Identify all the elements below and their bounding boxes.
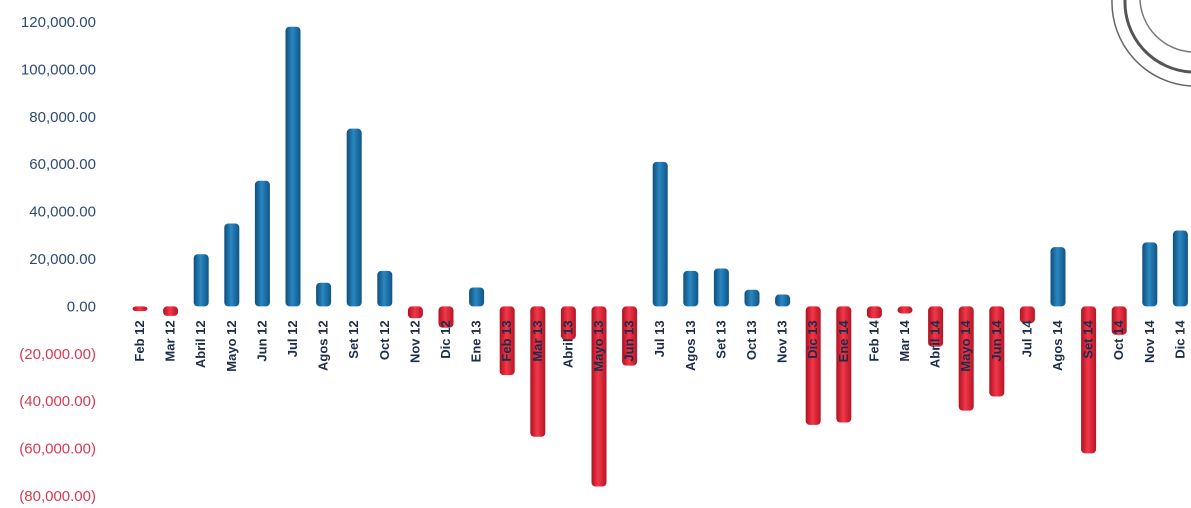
x-tick-label: Feb 14 bbox=[866, 320, 881, 362]
bar-mayo-13 bbox=[591, 306, 607, 487]
bar-mar-13 bbox=[530, 306, 546, 437]
x-tick-label: Ene 14 bbox=[836, 320, 851, 363]
bar-oct-14 bbox=[1111, 306, 1127, 335]
bar-agos-12 bbox=[316, 282, 332, 307]
x-tick-label: Mar 13 bbox=[530, 320, 545, 361]
bar-nov-12 bbox=[407, 306, 423, 319]
bar-feb-12 bbox=[132, 306, 148, 312]
x-tick-label: Mayo 14 bbox=[958, 320, 973, 372]
y-tick-label: 20,000.00 bbox=[29, 251, 96, 268]
x-tick-label: Agos 12 bbox=[316, 320, 331, 371]
x-tick-label: Abril 12 bbox=[193, 320, 208, 368]
x-tick-label: Agos 14 bbox=[1050, 320, 1065, 371]
bar-mar-14 bbox=[897, 306, 913, 314]
x-tick-label: Set 14 bbox=[1081, 320, 1096, 359]
y-tick-label: (40,000.00) bbox=[19, 393, 96, 410]
y-axis: 120,000.00 100,000.00 80,000.00 60,000.00 40… bbox=[19, 14, 96, 505]
x-tick-label: Dic 12 bbox=[438, 320, 453, 358]
x-tick-label: Feb 12 bbox=[132, 320, 147, 361]
bar-jul-14 bbox=[1019, 306, 1035, 323]
x-tick-label: Abril 13 bbox=[560, 320, 575, 368]
x-tick-label: Dic 14 bbox=[1172, 320, 1187, 359]
x-tick-label: Jun 13 bbox=[622, 320, 637, 361]
y-tick-label: 60,000.00 bbox=[29, 156, 96, 173]
x-axis: Feb 12 Mar 12 Abril 12 Mayo 12 Jun 12 Jul 12 A… bbox=[132, 320, 1187, 372]
x-tick-label: Mar 12 bbox=[163, 320, 178, 361]
bar-oct-13 bbox=[744, 289, 760, 307]
x-tick-label: Nov 12 bbox=[407, 320, 422, 363]
bar-abril-14 bbox=[928, 306, 944, 347]
y-tick-label: 0.00 bbox=[67, 298, 96, 315]
bar-jul-13 bbox=[652, 161, 668, 307]
bar-nov-13 bbox=[775, 294, 791, 307]
x-tick-label: Mar 14 bbox=[897, 320, 912, 362]
bar-dic-13 bbox=[805, 306, 821, 425]
x-tick-label: Dic 13 bbox=[805, 320, 820, 358]
x-tick-label: Feb 13 bbox=[499, 320, 514, 361]
bar-mayo-14 bbox=[958, 306, 974, 411]
x-tick-label: Mayo 12 bbox=[224, 320, 239, 371]
x-tick-label: Agos 13 bbox=[683, 320, 698, 371]
bar-set-14 bbox=[1081, 306, 1097, 454]
bar-abril-13 bbox=[560, 306, 576, 340]
x-tick-label: Set 13 bbox=[713, 320, 728, 358]
bar-agos-14 bbox=[1050, 247, 1066, 307]
bars-group bbox=[132, 26, 1188, 487]
bar-abril-12 bbox=[193, 254, 209, 307]
y-tick-label: (80,000.00) bbox=[19, 488, 96, 505]
y-tick-label: 120,000.00 bbox=[21, 14, 96, 31]
x-tick-label: Set 12 bbox=[346, 320, 361, 358]
y-tick-label: 100,000.00 bbox=[21, 61, 96, 78]
x-tick-label: Mayo 13 bbox=[591, 320, 606, 371]
bar-set-13 bbox=[713, 268, 729, 307]
stamp bbox=[1111, 0, 1191, 87]
bar-feb-13 bbox=[499, 306, 515, 376]
x-tick-label: Jul 13 bbox=[652, 320, 667, 357]
y-tick-label: (60,000.00) bbox=[19, 441, 96, 458]
bar-mar-12 bbox=[163, 306, 179, 316]
y-tick-label: 40,000.00 bbox=[29, 204, 96, 221]
y-tick-label: 80,000.00 bbox=[29, 109, 96, 126]
x-tick-label: Oct 12 bbox=[377, 320, 392, 360]
bar-jul-12 bbox=[285, 26, 301, 307]
x-tick-label: Oct 14 bbox=[1111, 320, 1126, 361]
x-tick-label: Nov 14 bbox=[1142, 320, 1157, 363]
y-tick-label: (20,000.00) bbox=[19, 346, 96, 363]
bar-ene-13 bbox=[469, 287, 485, 307]
bar-mayo-12 bbox=[224, 223, 240, 307]
bar-agos-13 bbox=[683, 270, 699, 307]
bar-dic-12 bbox=[438, 306, 454, 328]
bar-jun-12 bbox=[254, 180, 270, 307]
bar-nov-14 bbox=[1142, 242, 1158, 307]
bar-feb-14 bbox=[866, 306, 882, 319]
bar-ene-14 bbox=[836, 306, 852, 423]
bar-jun-14 bbox=[989, 306, 1005, 397]
x-tick-label: Ene 13 bbox=[469, 320, 484, 362]
bar-oct-12 bbox=[377, 270, 393, 307]
x-tick-label: Jul 14 bbox=[1019, 320, 1034, 358]
bar-jun-13 bbox=[622, 306, 638, 366]
x-tick-label: Jul 12 bbox=[285, 320, 300, 357]
x-tick-label: Oct 13 bbox=[744, 320, 759, 360]
x-tick-label: Jun 14 bbox=[989, 320, 1004, 362]
x-tick-label: Nov 13 bbox=[775, 320, 790, 363]
x-tick-label: Abril 14 bbox=[928, 320, 943, 368]
bar-set-12 bbox=[346, 128, 362, 307]
bar-dic-14 bbox=[1172, 230, 1188, 307]
x-tick-label: Jun 12 bbox=[254, 320, 269, 361]
